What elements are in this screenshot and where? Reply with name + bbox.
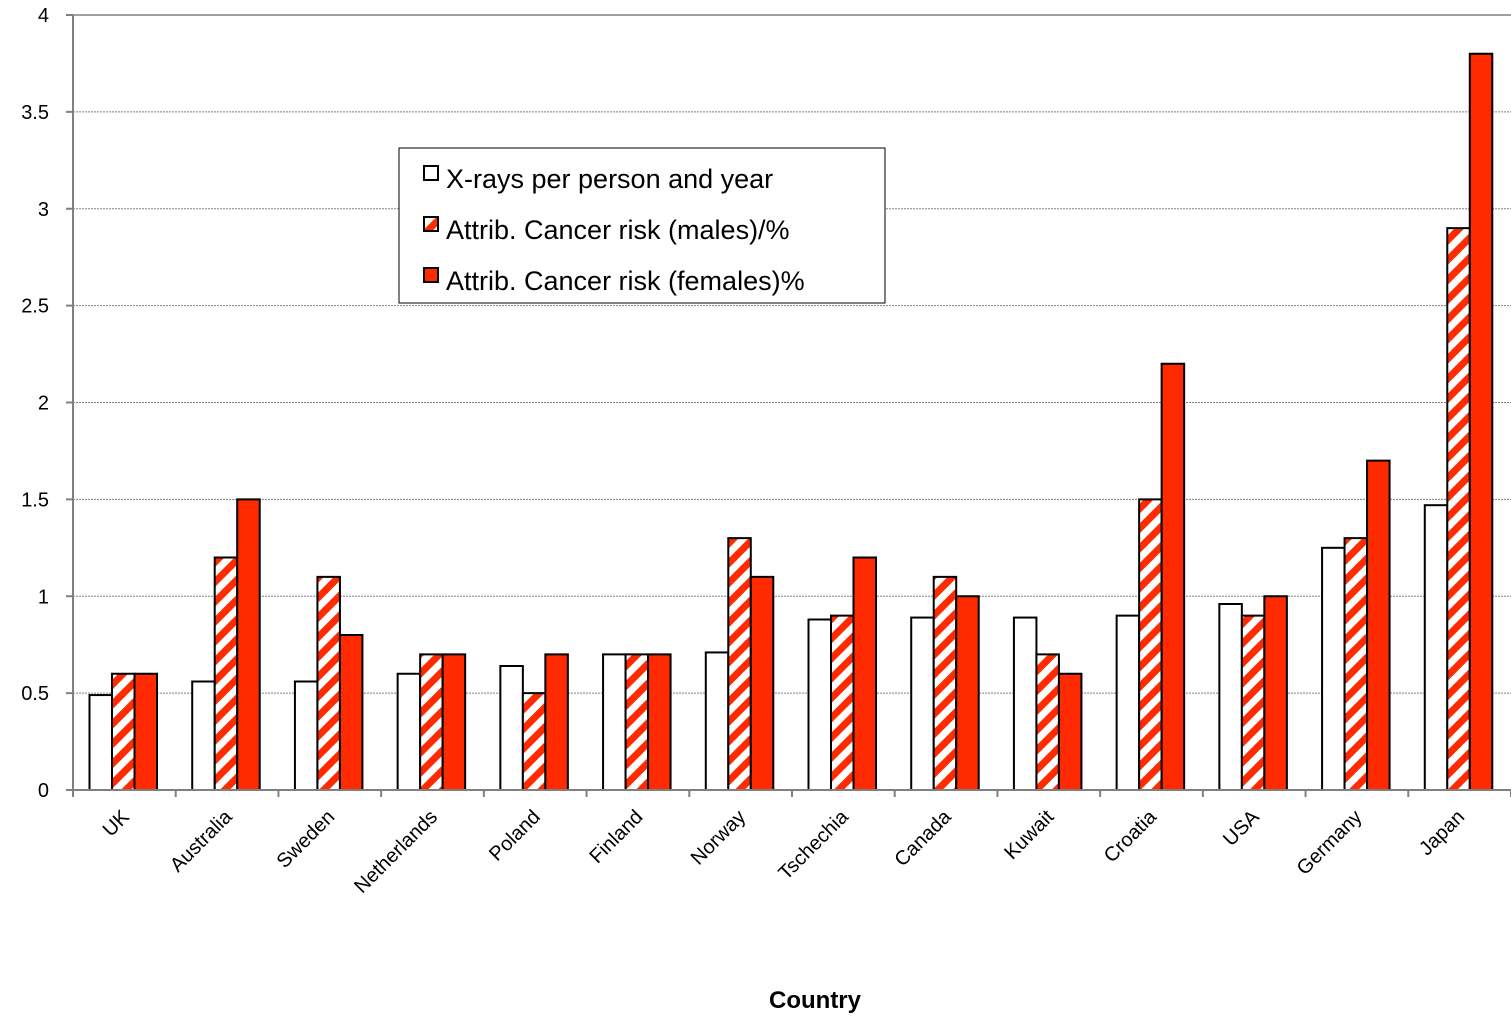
category-label-finland: Finland	[586, 806, 648, 868]
y-tick-label: 4	[38, 5, 49, 27]
category-label-norway: Norway	[687, 806, 750, 869]
y-tick-label: 3.5	[21, 102, 49, 124]
bar-kuwait-series-1	[1012, 616, 1038, 791]
bar-poland-series-2	[521, 692, 547, 791]
bar-tschechia-series-3	[852, 556, 877, 791]
bar-usa-series-1	[1218, 603, 1243, 791]
category-label-sweden: Sweden	[273, 806, 340, 873]
bar-canada-series-2	[932, 575, 958, 791]
bar-norway-series-3	[749, 575, 775, 791]
x-axis-title: Country	[769, 987, 862, 1014]
category-label-kuwait: Kuwait	[1000, 806, 1058, 864]
legend-box	[398, 147, 886, 304]
category-label-germany: Germany	[1293, 806, 1367, 880]
bar-tschechia-series-2	[830, 614, 855, 791]
legend-label-series-1: X-rays per person and year	[446, 164, 773, 194]
bar-canada-series-3	[955, 595, 980, 791]
bar-usa-series-2	[1240, 614, 1266, 791]
gridlines	[73, 14, 1511, 694]
bar-sweden-series-3	[338, 634, 364, 791]
bar-croatia-series-2	[1138, 498, 1163, 791]
bar-sweden-series-2	[316, 575, 341, 791]
legend-label-series-3: Attrib. Cancer risk (females)%	[446, 266, 805, 296]
bar-uk-series-1	[88, 694, 113, 791]
y-tick-label: 1.5	[21, 489, 49, 511]
bar-netherlands-series-3	[441, 653, 467, 791]
y-tick-label: 1	[38, 586, 49, 608]
bar-finland-series-1	[602, 653, 627, 791]
bar-japan-series-2	[1446, 227, 1471, 791]
category-label-uk: UK	[99, 806, 135, 842]
y-tick-label: 3	[38, 199, 49, 221]
bar-norway-series-1	[704, 651, 730, 791]
category-label-poland: Poland	[485, 806, 545, 866]
bar-croatia-series-1	[1115, 614, 1141, 791]
bar-kuwait-series-2	[1035, 653, 1060, 791]
bar-australia-series-2	[213, 556, 239, 791]
bar-japan-series-3	[1468, 52, 1494, 791]
bar-finland-series-2	[624, 653, 650, 791]
bar-germany-series-1	[1321, 546, 1346, 791]
legend-swatch-series-1	[423, 165, 439, 181]
bar-usa-series-3	[1263, 595, 1288, 791]
bar-poland-series-3	[544, 653, 569, 791]
bar-canada-series-1	[910, 616, 935, 791]
bar-croatia-series-3	[1160, 362, 1186, 791]
category-label-japan: Japan	[1415, 806, 1469, 860]
bar-netherlands-series-1	[396, 672, 422, 791]
axes	[66, 14, 1511, 797]
bar-uk-series-3	[133, 672, 158, 791]
category-label-tschechia: Tschechia	[774, 805, 853, 884]
legend: X-rays per person and year Attrib. Cancer…	[398, 147, 886, 304]
bar-germany-series-2	[1343, 537, 1369, 791]
category-label-netherlands: Netherlands	[350, 806, 442, 898]
category-label-canada: Canada	[891, 805, 957, 871]
legend-label-series-2: Attrib. Cancer risk (males)/%	[446, 215, 790, 245]
bar-japan-series-1	[1423, 504, 1449, 791]
y-tick-label: 2.5	[21, 296, 49, 318]
y-tick-label: 0.5	[21, 683, 49, 705]
category-label-usa: USA	[1219, 806, 1264, 851]
category-labels: UK Australia Sweden Netherlands Poland Finlan…	[99, 805, 1469, 897]
bar-poland-series-1	[499, 665, 524, 791]
bar-australia-series-3	[236, 498, 261, 791]
bar-australia-series-1	[191, 680, 216, 791]
bar-netherlands-series-2	[419, 653, 444, 791]
category-label-australia: Australia	[166, 805, 237, 876]
bar-tschechia-series-1	[807, 618, 832, 791]
y-tick-label: 2	[38, 393, 49, 415]
legend-swatch-series-3	[423, 267, 439, 283]
bar-kuwait-series-3	[1057, 672, 1083, 791]
y-tick-label: 0	[38, 780, 49, 802]
category-label-croatia: Croatia	[1100, 805, 1162, 867]
bar-uk-series-2	[111, 672, 136, 791]
bar-finland-series-3	[647, 653, 672, 791]
bar-sweden-series-1	[293, 680, 319, 791]
bar-norway-series-2	[727, 537, 752, 791]
legend-swatch-series-2	[423, 216, 439, 232]
bar-germany-series-3	[1366, 459, 1391, 791]
tick-labels: 0 0.5 1 1.5 2 2.5 3 3.5 4	[21, 5, 49, 802]
bars	[88, 52, 1494, 791]
